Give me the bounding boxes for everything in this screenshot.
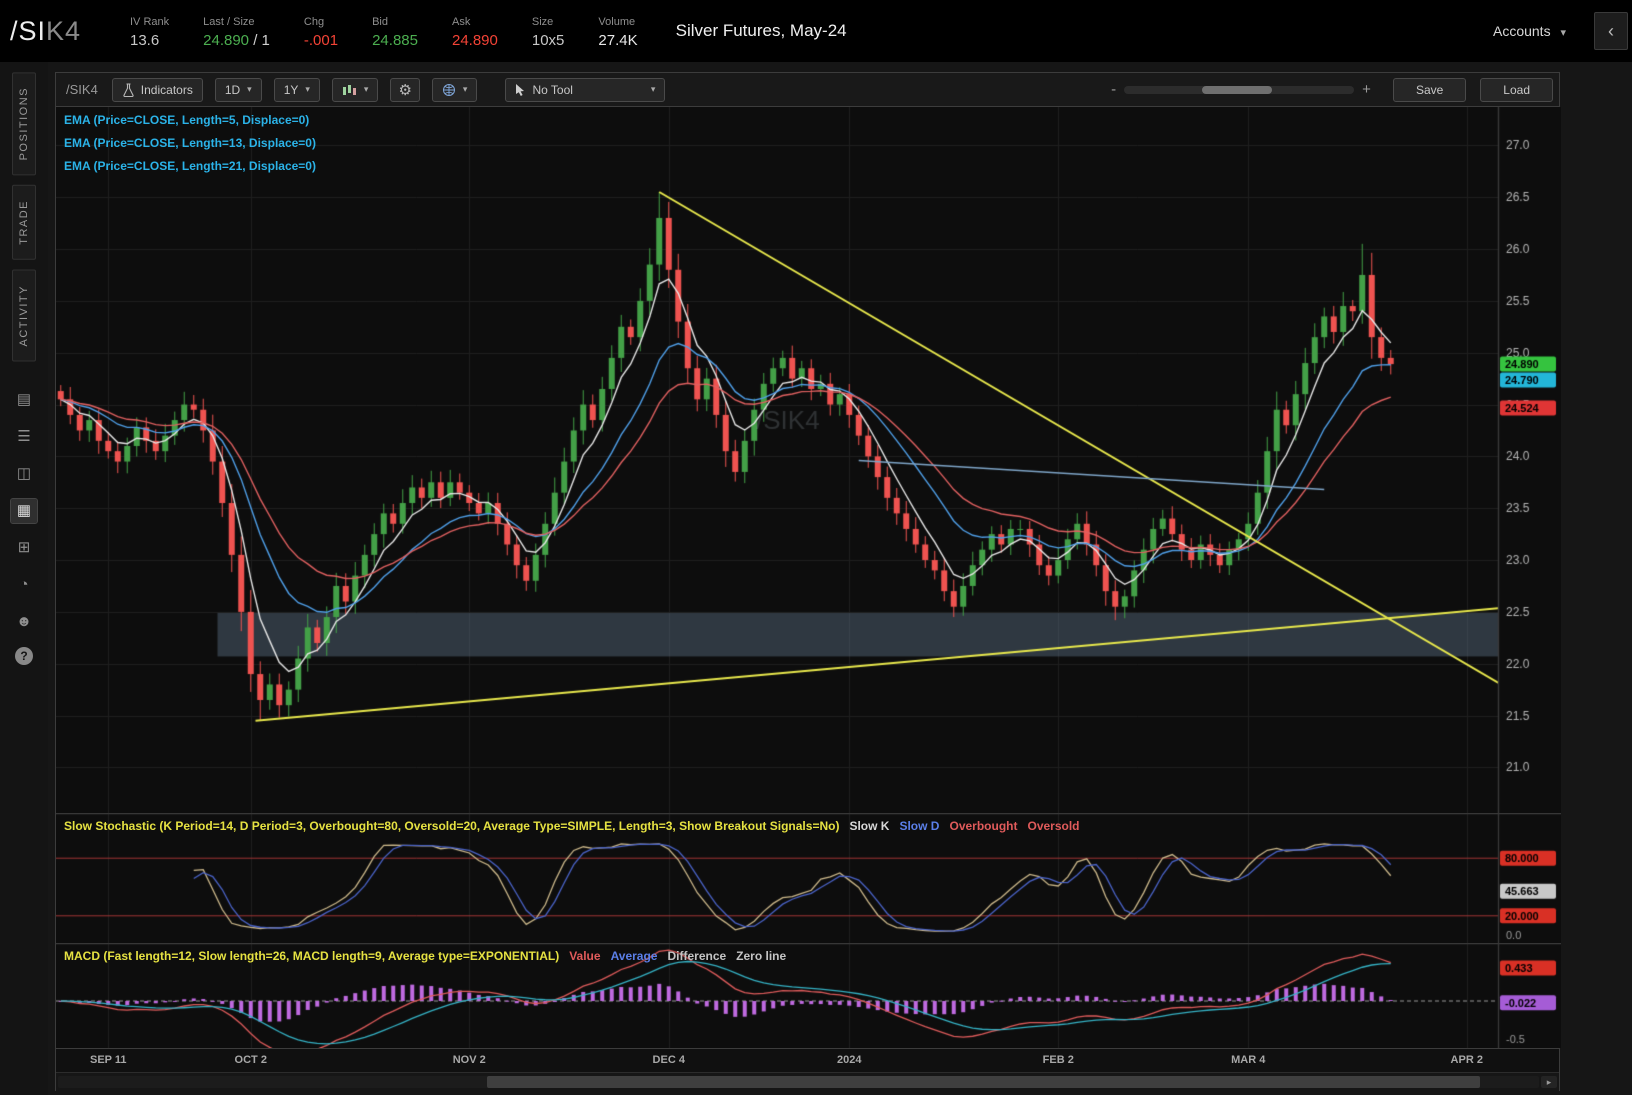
people-icon[interactable]: ☻	[11, 610, 37, 634]
sidebar-icons: ▤ ☰ ◫ ▦ ⊞ ◔ ☻?	[11, 388, 37, 665]
help-icon[interactable]: ?	[15, 647, 33, 665]
chart-icon[interactable]: ▦	[11, 499, 37, 523]
field-value: 27.4K	[598, 32, 637, 49]
chevron-down-icon: ▾	[1560, 27, 1566, 39]
orders-icon[interactable]: ☰	[11, 425, 37, 449]
field-volume: Volume 27.4K	[598, 14, 637, 49]
field-label: Chg	[304, 16, 338, 28]
field-value: -.001	[304, 32, 338, 49]
accounts-label: Accounts	[1493, 23, 1551, 39]
toolbar-symbol-label: /SIK4	[66, 82, 98, 97]
cursor-icon	[515, 83, 526, 96]
chart-panel: /SIK4 Indicators 1D ▾ 1Y ▾ ▾ ⚙	[55, 72, 1560, 1091]
chart-style-dropdown[interactable]: ▾	[332, 78, 379, 102]
quote-fields: IV Rank 13.6 Last / Size 24.890 / 1 Chg -.001…	[130, 0, 672, 62]
calendar-icon[interactable]: ◫	[11, 462, 37, 486]
range-dropdown[interactable]: 1Y ▾	[274, 78, 320, 102]
x-axis-label: APR 2	[1451, 1054, 1483, 1066]
field-value: 24.890 / 1	[203, 32, 270, 49]
indicators-button[interactable]: Indicators	[112, 78, 203, 102]
collapse-left-icon: ‹	[1608, 21, 1614, 42]
x-axis-label: FEB 2	[1043, 1054, 1074, 1066]
x-axis-label: 2024	[837, 1054, 861, 1066]
field-label: Volume	[598, 16, 637, 28]
scrollbar-thumb[interactable]	[487, 1076, 1479, 1088]
symbol-title: /SIK4	[10, 16, 130, 47]
scratchpad-icon[interactable]: ▤	[11, 388, 37, 412]
field-label: IV Rank	[130, 16, 169, 28]
x-axis-label: DEC 4	[653, 1054, 685, 1066]
chevron-down-icon: ▾	[463, 84, 468, 95]
x-axis-label: MAR 4	[1231, 1054, 1265, 1066]
zoom-slider[interactable]	[1124, 86, 1354, 94]
chevron-down-icon: ▾	[247, 84, 252, 95]
field-size: Size 10x5	[532, 14, 565, 49]
collapse-panel-button[interactable]: ‹	[1594, 12, 1628, 50]
save-button[interactable]: Save	[1393, 78, 1466, 102]
x-axis-label: NOV 2	[453, 1054, 486, 1066]
zoom-slider-thumb[interactable]	[1202, 86, 1272, 94]
field-value: 24.885	[372, 32, 418, 49]
sidebar-tab-positions[interactable]: POSITIONS	[12, 72, 36, 175]
instrument-title: Silver Futures, May-24	[676, 21, 847, 41]
symbol-root: /SI	[10, 16, 46, 46]
timeframe-dropdown[interactable]: 1D ▾	[215, 78, 262, 102]
load-button[interactable]: Load	[1480, 78, 1553, 102]
field-value: 24.890	[452, 32, 498, 49]
field-label: Ask	[452, 16, 498, 28]
history-icon[interactable]: ◔	[11, 573, 37, 597]
field-iv-rank: IV Rank 13.6	[130, 14, 169, 49]
chevron-down-icon: ▾	[364, 84, 369, 95]
x-axis-label: OCT 2	[235, 1054, 267, 1066]
symbol-month: K4	[46, 16, 81, 46]
chart-mode-dropdown[interactable]: ▾	[432, 78, 478, 102]
zoom-in-button[interactable]: +	[1362, 81, 1371, 98]
field-label: Bid	[372, 16, 418, 28]
chevron-down-icon: ▾	[651, 84, 656, 95]
scroll-right-icon[interactable]: ▸	[1541, 1076, 1557, 1088]
globe-grid-icon	[442, 83, 456, 97]
field-bid: Bid 24.885	[372, 14, 418, 49]
time-axis: SEP 11 OCT 2 NOV 2 DEC 4 2024 FEB 2 MAR 4 APR 2	[56, 1048, 1559, 1072]
header: /SIK4 IV Rank 13.6 Last / Size 24.890 / 1 Ch…	[0, 0, 1632, 62]
gear-icon: ⚙	[398, 81, 411, 99]
chart-scrollbar: ▸	[56, 1072, 1559, 1091]
field-value: 13.6	[130, 32, 169, 49]
tool-value: No Tool	[532, 83, 572, 97]
field-chg: Chg -.001	[304, 14, 338, 49]
chart-settings-button[interactable]: ⚙	[390, 78, 419, 102]
field-label: Last / Size	[203, 16, 270, 28]
accounts-dropdown[interactable]: Accounts ▾	[1493, 23, 1566, 39]
sidebar-tab-activity[interactable]: ACTIVITY	[12, 270, 36, 362]
field-label: Size	[532, 16, 565, 28]
field-ask: Ask 24.890	[452, 14, 498, 49]
x-axis-label: SEP 11	[90, 1054, 127, 1066]
widgets-icon[interactable]: ⊞	[11, 536, 37, 560]
field-last-size: Last / Size 24.890 / 1	[203, 14, 270, 49]
beaker-icon	[122, 83, 135, 97]
zoom-out-button[interactable]: -	[1111, 81, 1116, 98]
scrollbar-track[interactable]	[58, 1076, 1539, 1088]
left-sidebar: POSITIONS TRADE ACTIVITY ▤ ☰ ◫ ▦ ⊞ ◔ ☻?	[0, 62, 48, 1095]
macd-panel[interactable]	[56, 943, 1561, 1048]
chart-toolbar: /SIK4 Indicators 1D ▾ 1Y ▾ ▾ ⚙	[56, 73, 1559, 107]
drawing-tool-dropdown[interactable]: No Tool ▾	[505, 78, 665, 102]
chevron-down-icon: ▾	[305, 84, 310, 95]
timeframe-value: 1D	[225, 83, 240, 97]
sidebar-tab-trade[interactable]: TRADE	[12, 185, 36, 260]
field-value: 10x5	[532, 32, 565, 49]
range-value: 1Y	[284, 83, 299, 97]
indicators-label: Indicators	[141, 83, 193, 97]
stochastic-panel[interactable]	[56, 813, 1561, 943]
candlestick-style-icon	[342, 83, 357, 96]
main-price-chart[interactable]	[56, 107, 1561, 813]
